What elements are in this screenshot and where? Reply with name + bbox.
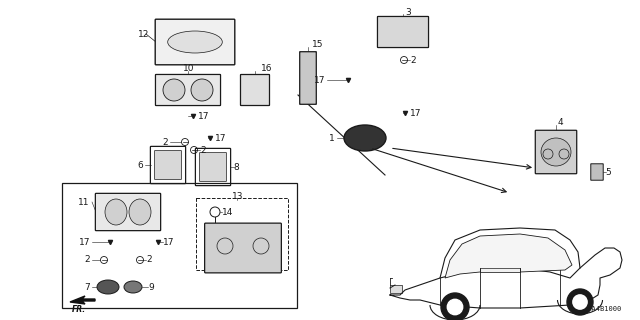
Text: 15: 15	[312, 39, 323, 49]
Text: 2: 2	[84, 255, 90, 265]
Ellipse shape	[344, 125, 386, 151]
Text: 7: 7	[84, 283, 90, 292]
Ellipse shape	[124, 281, 142, 293]
Text: 6: 6	[137, 161, 143, 170]
FancyBboxPatch shape	[156, 19, 235, 65]
FancyBboxPatch shape	[300, 52, 316, 104]
Ellipse shape	[163, 79, 185, 101]
FancyBboxPatch shape	[95, 193, 161, 231]
Text: 2: 2	[410, 55, 415, 65]
Text: 4: 4	[558, 117, 564, 126]
Text: 2: 2	[163, 138, 168, 147]
Polygon shape	[480, 268, 520, 272]
Text: 11: 11	[78, 197, 90, 206]
Text: 17: 17	[79, 237, 90, 246]
Bar	[62, 183, 297, 308]
Circle shape	[567, 289, 593, 315]
Bar	[196, 198, 288, 270]
Ellipse shape	[97, 280, 119, 294]
Circle shape	[573, 295, 587, 309]
Circle shape	[441, 293, 469, 320]
Text: 16: 16	[261, 63, 273, 73]
Bar	[390, 285, 402, 293]
Ellipse shape	[105, 199, 127, 225]
Text: 3: 3	[405, 7, 411, 17]
Text: 17: 17	[163, 237, 175, 246]
Polygon shape	[445, 234, 572, 278]
Text: T7A4B1000: T7A4B1000	[584, 306, 622, 312]
FancyBboxPatch shape	[378, 16, 429, 48]
Text: 13: 13	[232, 191, 243, 201]
Text: 12: 12	[138, 29, 149, 38]
Text: 17: 17	[410, 108, 422, 117]
Text: 5: 5	[605, 167, 611, 177]
FancyBboxPatch shape	[241, 75, 269, 106]
Polygon shape	[70, 296, 95, 304]
FancyBboxPatch shape	[200, 153, 227, 181]
FancyBboxPatch shape	[591, 164, 604, 180]
Text: 1: 1	[329, 133, 335, 142]
Ellipse shape	[191, 79, 213, 101]
Text: 17: 17	[215, 133, 227, 142]
FancyBboxPatch shape	[535, 130, 577, 174]
Text: 17: 17	[198, 111, 209, 121]
Text: 14: 14	[222, 207, 234, 217]
Text: 10: 10	[183, 63, 195, 73]
Text: FR.: FR.	[72, 305, 86, 314]
Ellipse shape	[129, 199, 151, 225]
Text: 17: 17	[314, 76, 325, 84]
Ellipse shape	[168, 31, 222, 53]
Text: 2: 2	[146, 255, 152, 265]
Text: 2: 2	[200, 146, 205, 155]
Circle shape	[447, 299, 463, 315]
Text: 9: 9	[148, 283, 154, 292]
FancyBboxPatch shape	[156, 75, 221, 106]
Ellipse shape	[541, 138, 571, 166]
Text: 8: 8	[233, 163, 239, 172]
FancyBboxPatch shape	[205, 223, 282, 273]
FancyBboxPatch shape	[154, 150, 182, 180]
